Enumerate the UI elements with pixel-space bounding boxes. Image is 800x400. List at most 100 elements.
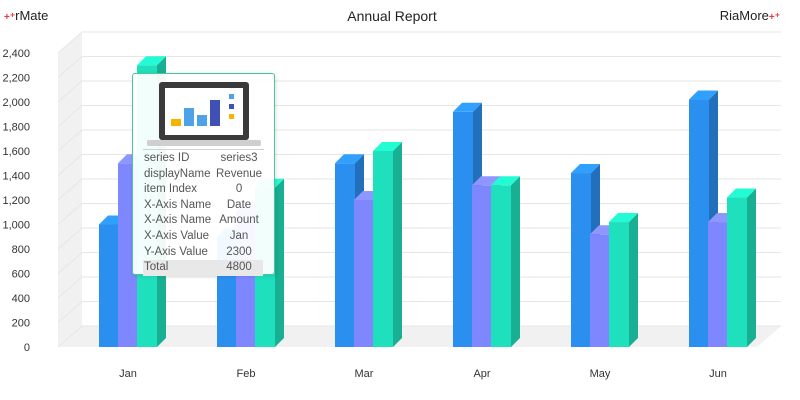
tooltip-value: Jan <box>229 229 249 242</box>
y-tick-label: 0 <box>24 342 30 354</box>
grid-line <box>57 227 781 250</box>
x-tick-label: Apr <box>473 368 490 380</box>
bar-top <box>453 102 482 112</box>
grid-line <box>57 325 781 348</box>
tooltip-value: Amount <box>219 214 259 227</box>
data-tooltip: series ID series3 displayName Revenue item… <box>132 73 275 276</box>
y-tick-label: 1,200 <box>2 195 30 207</box>
bar-side <box>747 188 756 347</box>
bar-front <box>373 151 393 347</box>
brand-left: +⁺rMate <box>4 8 48 23</box>
grid-line <box>57 154 781 176</box>
brand-left-text: rMate <box>15 8 49 23</box>
chart-title: Annual Report <box>347 8 437 24</box>
bar[interactable] <box>727 188 756 347</box>
tooltip-key: X-Axis Value <box>144 229 209 242</box>
tooltip-key: X-Axis Name <box>144 198 212 211</box>
tooltip-key: X-Axis Name <box>144 214 212 227</box>
grid-lines <box>57 31 781 348</box>
tooltip-value: 0 <box>235 183 243 196</box>
laptop-chart-icon <box>147 82 261 146</box>
bar-front <box>453 111 473 347</box>
bar-top <box>373 142 402 151</box>
brand-right-text: RiaMore <box>719 8 769 23</box>
y-tick-label: 1,800 <box>2 122 30 134</box>
bar-side <box>275 178 284 347</box>
bar-side <box>629 213 638 347</box>
tooltip-value: series3 <box>220 152 258 164</box>
grid-line <box>57 252 781 274</box>
y-tick-label: 1,400 <box>2 171 30 183</box>
tooltip-total-row: Total 4800 <box>143 260 264 276</box>
tooltip-value: 4800 <box>215 260 264 276</box>
grid-line <box>57 105 781 127</box>
tooltip-row: X-Axis Value Jan <box>143 229 263 245</box>
bar-front <box>472 185 492 347</box>
grid-line <box>57 31 781 54</box>
tooltip-value: Date <box>226 198 252 211</box>
tooltip-row: Y-Axis Value 2300 <box>143 245 263 261</box>
tooltip-key: item Index <box>144 183 198 196</box>
y-tick-label: 2,200 <box>2 73 30 85</box>
tooltip-key: displayName <box>144 167 211 180</box>
x-tick-label: May <box>590 368 611 380</box>
tooltip-row: series ID series3 <box>143 151 263 167</box>
bar-top <box>137 56 166 66</box>
bar-side <box>393 142 402 347</box>
bar-front <box>708 222 728 347</box>
y-tick-label: 600 <box>12 269 30 281</box>
tooltip-row: X-Axis Name Amount <box>143 213 263 229</box>
bar[interactable] <box>491 176 520 347</box>
tooltip-divider <box>143 149 264 150</box>
y-tick-label: 1,000 <box>2 220 30 232</box>
bar-top <box>571 164 600 174</box>
bar-front <box>609 222 629 347</box>
y-axis-ticks: 0 200 400 600 800 1,000 1,200 1,400 1,600 1,800 2,… <box>2 48 30 354</box>
bar-top <box>689 90 718 100</box>
bar-front <box>590 234 610 347</box>
tooltip-value: Revenue <box>216 167 263 180</box>
grid-line <box>57 129 781 152</box>
tooltip-key: Total <box>143 260 215 276</box>
tooltip-value: 2300 <box>226 245 252 258</box>
grid-line <box>57 178 781 201</box>
bar-front <box>354 200 374 347</box>
x-tick-label: Feb <box>237 368 256 380</box>
bar[interactable] <box>609 213 638 347</box>
brand-right-mark: +⁺ <box>768 12 780 23</box>
x-tick-label: Jun <box>709 368 727 380</box>
tooltip-key: Y-Axis Value <box>144 245 208 258</box>
grid-line <box>57 203 781 225</box>
y-tick-label: 1,600 <box>2 146 30 158</box>
x-tick-label: Mar <box>355 368 374 380</box>
tooltip-row: X-Axis Name Date <box>143 198 263 214</box>
bar-front <box>335 163 355 347</box>
y-tick-label: 800 <box>12 244 30 256</box>
bar-front <box>99 224 119 347</box>
bar-front <box>491 185 511 347</box>
y-tick-label: 400 <box>12 293 30 305</box>
y-tick-label: 2,400 <box>2 48 30 60</box>
grid-line <box>57 301 781 323</box>
brand-right: RiaMore+⁺ <box>720 8 780 23</box>
bar-top <box>491 176 520 186</box>
bar-side <box>511 176 520 347</box>
bar-top <box>335 154 364 164</box>
tooltip-table: series ID series3 displayName Revenue item… <box>143 151 264 276</box>
bar-top <box>727 188 756 198</box>
bar-front <box>571 173 591 347</box>
tooltip-row: item Index 0 <box>143 182 263 198</box>
bar-front <box>727 197 747 347</box>
bar-front <box>689 99 709 347</box>
brand-left-mark: +⁺ <box>4 12 16 23</box>
floor <box>58 326 781 347</box>
x-tick-label: Jan <box>119 368 137 380</box>
tooltip-row: displayName Revenue <box>143 167 263 183</box>
bar-top <box>609 213 638 223</box>
y-tick-label: 2,000 <box>2 97 30 109</box>
grid-line <box>57 80 781 103</box>
grid-line <box>57 276 781 299</box>
tooltip-key: series ID <box>144 152 190 164</box>
bar[interactable] <box>373 142 402 347</box>
